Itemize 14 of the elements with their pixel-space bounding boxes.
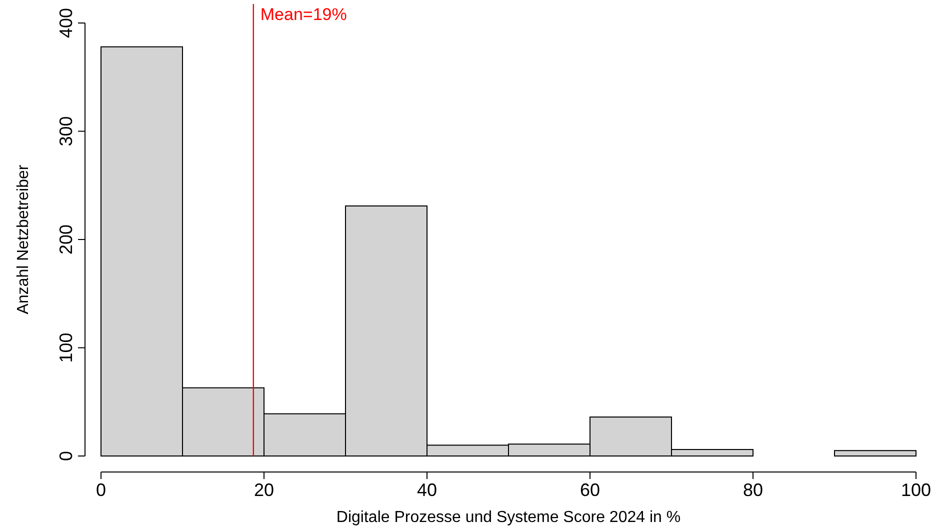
y-tick-label: 400 (56, 8, 76, 38)
x-tick-label: 40 (416, 480, 438, 500)
ref-line-label: Mean=19% (260, 5, 347, 24)
y-tick-label: 200 (56, 224, 76, 255)
x-tick-label: 100 (900, 480, 932, 500)
y-tick-label: 100 (56, 332, 76, 363)
x-tick-label: 0 (96, 480, 106, 500)
x-tick-label: 60 (580, 480, 600, 500)
y-axis-title: Anzahl Netzbetreiber (15, 164, 32, 314)
y-tick-label: 0 (56, 450, 76, 462)
x-tick-label: 20 (254, 480, 274, 500)
x-axis-title: Digitale Prozesse und Systeme Score 2024 in % (336, 509, 681, 526)
y-tick-label: 300 (56, 116, 76, 146)
x-tick-label: 80 (742, 480, 764, 500)
